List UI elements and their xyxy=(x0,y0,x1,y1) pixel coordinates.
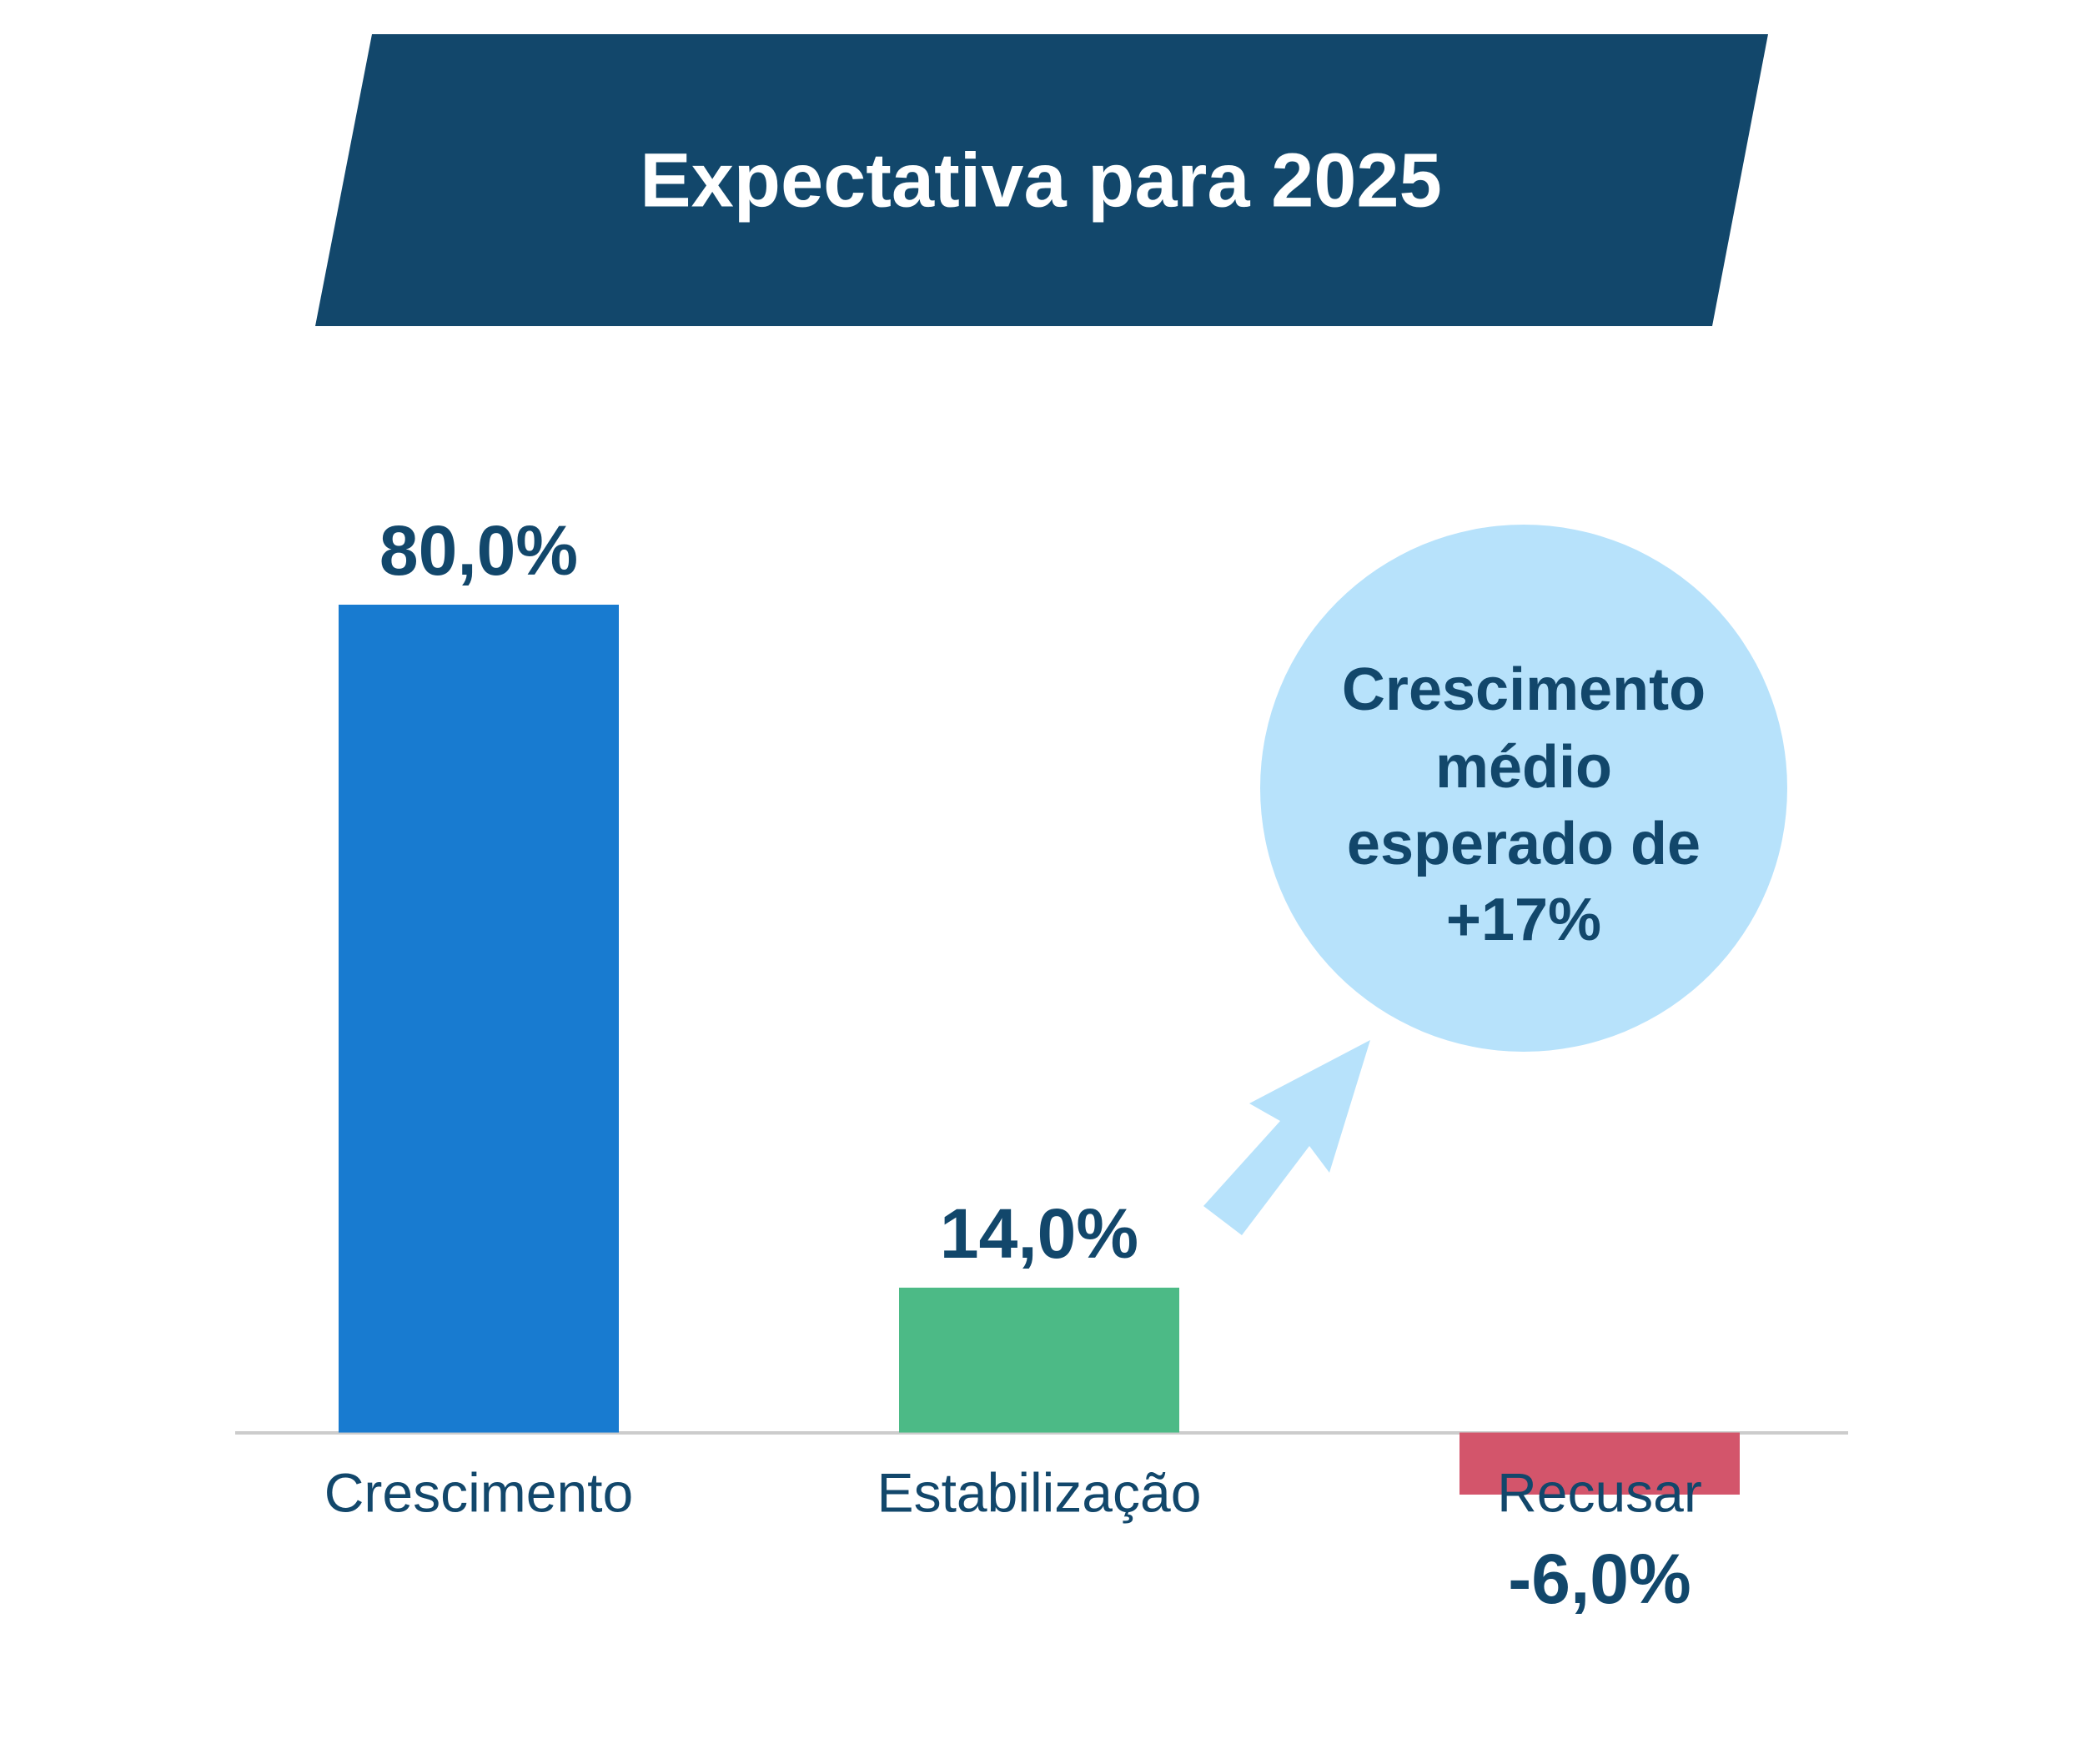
chart-title: Expectativa para 2025 xyxy=(640,138,1442,223)
annotation-text: médio xyxy=(1435,734,1612,801)
x-tick-label: Estabilização xyxy=(877,1461,1202,1523)
annotation-bubble xyxy=(1260,525,1787,1052)
bar xyxy=(339,605,619,1433)
title-banner xyxy=(315,34,1768,326)
value-label: -6,0% xyxy=(1508,1540,1691,1618)
value-label: 80,0% xyxy=(379,511,578,590)
bar xyxy=(899,1287,1179,1433)
x-tick-label: Recusar xyxy=(1497,1461,1702,1523)
annotation-text: esperado de xyxy=(1347,811,1701,877)
bar xyxy=(1460,1432,1740,1495)
x-tick-label: Crescimento xyxy=(324,1461,633,1523)
annotation-arrow xyxy=(1203,1040,1370,1235)
annotation-text: Crescimento xyxy=(1342,656,1706,723)
annotation-text: +17% xyxy=(1446,887,1601,953)
value-label: 14,0% xyxy=(940,1194,1138,1273)
